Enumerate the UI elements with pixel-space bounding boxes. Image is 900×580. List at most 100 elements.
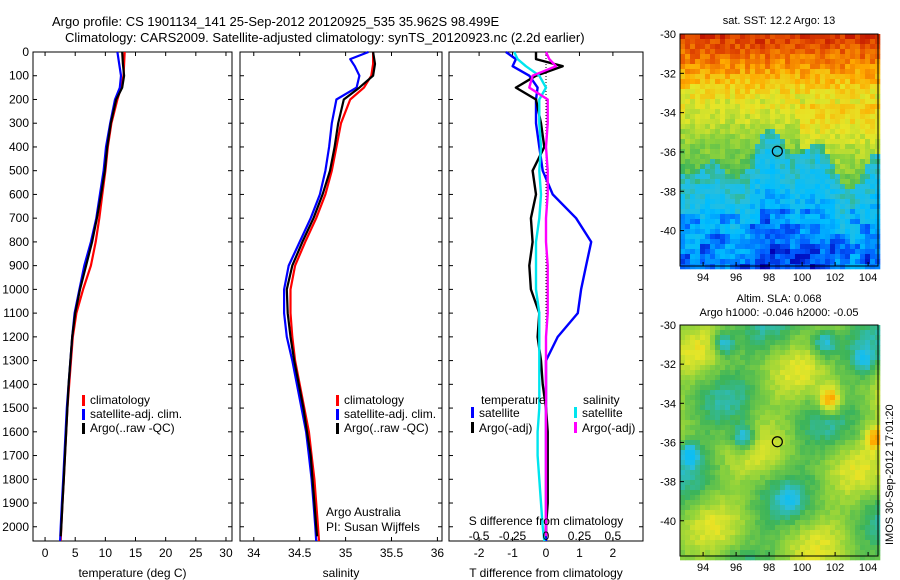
heatmap-cell — [700, 244, 706, 250]
heatmap-cell — [690, 325, 696, 331]
heatmap-cell — [860, 139, 866, 145]
y-tick-label: 1100 — [3, 306, 29, 320]
heatmap-cell — [845, 330, 851, 336]
heatmap-cell — [840, 179, 846, 185]
heatmap-cell — [750, 34, 756, 40]
heatmap-cell — [755, 109, 761, 115]
heatmap-cell — [795, 550, 801, 556]
heatmap-cell — [855, 355, 861, 361]
heatmap-cell — [845, 555, 851, 561]
heatmap-cell — [820, 510, 826, 516]
heatmap-cell — [690, 500, 696, 506]
heatmap-cell — [845, 234, 851, 240]
heatmap-cell — [860, 239, 866, 245]
heatmap-cell — [770, 450, 776, 456]
heatmap-cell — [690, 480, 696, 486]
heatmap-cell — [705, 214, 711, 220]
heatmap-cell — [720, 395, 726, 401]
heatmap-cell — [835, 440, 841, 446]
heatmap-cell — [750, 515, 756, 521]
heatmap-cell — [740, 400, 746, 406]
heatmap-cell — [805, 234, 811, 240]
heatmap-cell — [700, 460, 706, 466]
heatmap-cell — [840, 219, 846, 225]
heatmap-cell — [685, 505, 691, 511]
heatmap-cell — [680, 49, 686, 55]
heatmap-cell — [860, 540, 866, 546]
heatmap-cell — [780, 515, 786, 521]
heatmap-cell — [865, 99, 871, 105]
heatmap-cell — [715, 425, 721, 431]
heatmap-cell — [825, 44, 831, 50]
heatmap-cell — [710, 405, 716, 411]
heatmap-cell — [860, 59, 866, 65]
heatmap-cell — [850, 415, 856, 421]
heatmap-cell — [765, 174, 771, 180]
heatmap-cell — [735, 460, 741, 466]
heatmap-cell — [705, 154, 711, 160]
heatmap-cell — [800, 74, 806, 80]
heatmap-cell — [845, 340, 851, 346]
heatmap-cell — [775, 244, 781, 250]
heatmap-cell — [685, 74, 691, 80]
heatmap-cell — [815, 505, 821, 511]
heatmap-cell — [780, 350, 786, 356]
heatmap-cell — [705, 485, 711, 491]
heatmap-cell — [685, 64, 691, 70]
heatmap-cell — [745, 64, 751, 70]
heatmap-cell — [865, 350, 871, 356]
heatmap-cell — [850, 229, 856, 235]
heatmap-cell — [710, 44, 716, 50]
heatmap-cell — [760, 54, 766, 60]
heatmap-cell — [790, 239, 796, 245]
heatmap-cell — [695, 149, 701, 155]
heatmap-cell — [775, 550, 781, 556]
heatmap-cell — [700, 375, 706, 381]
heatmap-cell — [775, 535, 781, 541]
heatmap-cell — [780, 475, 786, 481]
heatmap-cell — [730, 89, 736, 95]
heatmap-cell — [695, 465, 701, 471]
heatmap-cell — [760, 535, 766, 541]
heatmap-cell — [745, 495, 751, 501]
heatmap-cell — [845, 229, 851, 235]
heatmap-cell — [695, 475, 701, 481]
heatmap-cell — [750, 475, 756, 481]
heatmap-cell — [785, 455, 791, 461]
heatmap-cell — [840, 169, 846, 175]
heatmap-cell — [755, 189, 761, 195]
heatmap-cell — [725, 54, 731, 60]
heatmap-cell — [700, 104, 706, 110]
plot-frame — [32, 51, 233, 542]
heatmap-cell — [805, 169, 811, 175]
heatmap-cell — [805, 124, 811, 130]
heatmap-cell — [845, 129, 851, 135]
heatmap-cell — [770, 74, 776, 80]
heatmap-cell — [680, 219, 686, 225]
heatmap-cell — [705, 470, 711, 476]
heatmap-cell — [800, 520, 806, 526]
y-tick-label: -36 — [660, 147, 676, 159]
heatmap-cell — [835, 445, 841, 451]
heatmap-cell — [755, 44, 761, 50]
heatmap-cell — [840, 79, 846, 85]
heatmap-cell — [850, 370, 856, 376]
heatmap-cell — [800, 365, 806, 371]
heatmap-cell — [705, 440, 711, 446]
heatmap-cell — [765, 154, 771, 160]
heatmap-cell — [770, 69, 776, 75]
heatmap-cell — [720, 164, 726, 170]
heatmap-cell — [860, 264, 866, 270]
heatmap-cell — [825, 530, 831, 536]
heatmap-cell — [760, 184, 766, 190]
heatmap-cell — [855, 34, 861, 40]
heatmap-cell — [700, 430, 706, 436]
heatmap-cell — [825, 505, 831, 511]
heatmap-cell — [755, 420, 761, 426]
heatmap-cell — [835, 535, 841, 541]
y-tick-label: 1800 — [2, 472, 29, 486]
heatmap-cell — [835, 405, 841, 411]
heatmap-cell — [830, 465, 836, 471]
heatmap-cell — [810, 204, 816, 210]
heatmap-cell — [730, 219, 736, 225]
